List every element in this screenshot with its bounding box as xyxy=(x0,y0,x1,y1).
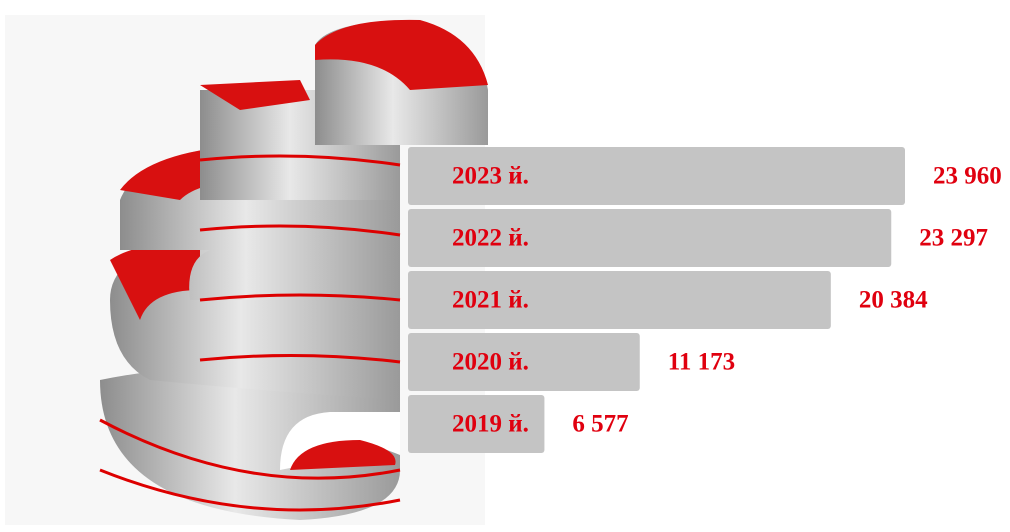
category-label: 2019 й. xyxy=(452,411,529,438)
value-label: 20 384 xyxy=(859,287,928,314)
value-label: 23 960 xyxy=(933,163,1002,190)
decoration xyxy=(5,15,488,525)
bar xyxy=(408,271,831,329)
category-label: 2021 й. xyxy=(452,287,529,314)
value-label: 6 577 xyxy=(572,411,628,438)
bar xyxy=(408,209,892,267)
value-label: 23 297 xyxy=(919,225,988,252)
category-label: 2022 й. xyxy=(452,225,529,252)
bar xyxy=(408,395,545,453)
value-label: 11 173 xyxy=(668,349,735,376)
bar xyxy=(408,333,640,391)
bar xyxy=(408,147,905,205)
category-label: 2020 й. xyxy=(452,349,529,376)
category-label: 2023 й. xyxy=(452,163,529,190)
